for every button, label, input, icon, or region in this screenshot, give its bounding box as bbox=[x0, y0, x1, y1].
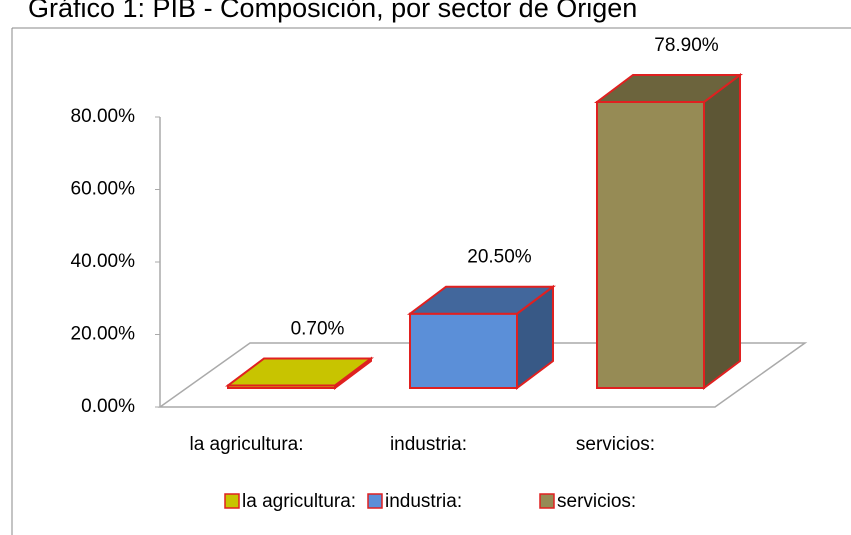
value-label: 20.50% bbox=[467, 247, 532, 268]
y-tick-label: 0.00% bbox=[81, 396, 135, 417]
chart-title: Gráfico 1: PIB - Composición, por sector… bbox=[28, 0, 637, 23]
floor bbox=[157, 342, 808, 408]
legend-label: la agricultura: bbox=[242, 491, 356, 512]
bar-top bbox=[407, 285, 556, 315]
legend-swatch bbox=[224, 493, 240, 509]
legend-label: industria: bbox=[385, 491, 462, 512]
y-tick-label: 40.00% bbox=[71, 251, 136, 272]
x-tick-label: industria: bbox=[390, 434, 467, 455]
legend-label: servicios: bbox=[557, 491, 636, 512]
legend-swatch bbox=[539, 493, 555, 509]
bar-top bbox=[225, 357, 374, 387]
bar-side bbox=[703, 72, 741, 390]
x-tick-label: la agricultura: bbox=[189, 434, 303, 455]
y-tick-label: 20.00% bbox=[71, 324, 136, 345]
y-tick-label: 60.00% bbox=[71, 179, 136, 200]
y-tick-label: 80.00% bbox=[71, 106, 136, 127]
bar bbox=[409, 312, 518, 389]
value-label: 0.70% bbox=[291, 318, 345, 339]
legend-swatch bbox=[367, 493, 383, 509]
x-tick-label: servicios: bbox=[576, 434, 655, 455]
value-label: 78.90% bbox=[654, 35, 719, 56]
bar-top bbox=[594, 73, 743, 103]
bar bbox=[596, 100, 705, 390]
